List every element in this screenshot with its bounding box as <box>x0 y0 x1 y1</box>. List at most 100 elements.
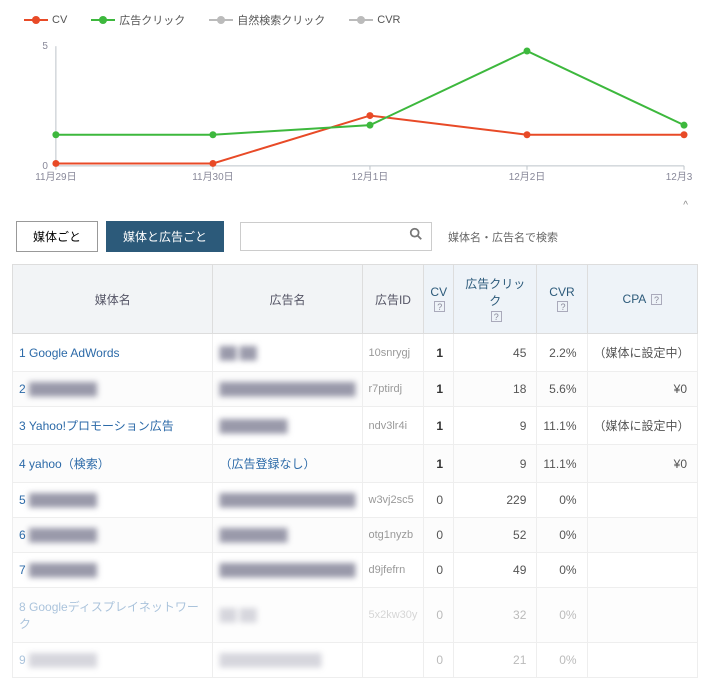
cell-click: 229 <box>454 483 537 518</box>
cell-adid: r7ptirdj <box>362 372 424 407</box>
legend-item[interactable]: 広告クリック <box>91 12 185 28</box>
cell-click: 45 <box>454 334 537 372</box>
col-cpa[interactable]: CPA ? <box>587 265 697 334</box>
search-input[interactable] <box>241 224 401 250</box>
cell-cvr: 0% <box>537 588 587 643</box>
cell-adid: ndv3lr4i <box>362 407 424 445</box>
cell-click: 49 <box>454 553 537 588</box>
tab-by-media[interactable]: 媒体ごと <box>16 221 98 252</box>
collapse-caret[interactable]: ^ <box>12 198 698 213</box>
cell-adid: 10snrygj <box>362 334 424 372</box>
cell-cpa <box>587 553 697 588</box>
cell-cvr: 2.2% <box>537 334 587 372</box>
cell-ad[interactable]: ████████████ <box>213 643 362 678</box>
cell-cpa <box>587 588 697 643</box>
controls-bar: 媒体ごと 媒体と広告ごと 媒体名・広告名で検索 <box>12 213 698 264</box>
line-chart: 0511月29日11月30日12月1日12月2日12月3日 <box>16 36 694 186</box>
cell-media[interactable]: 6 ████████ <box>13 518 213 553</box>
cell-click: 21 <box>454 643 537 678</box>
help-icon[interactable]: ? <box>434 301 445 312</box>
cell-cvr: 0% <box>537 643 587 678</box>
cell-cv: 1 <box>424 407 454 445</box>
cell-media[interactable]: 8 Googleディスプレイネットワーク <box>13 588 213 643</box>
tab-by-media-and-ad[interactable]: 媒体と広告ごと <box>106 221 224 252</box>
cell-ad[interactable]: ████████ <box>213 518 362 553</box>
help-icon[interactable]: ? <box>651 294 662 305</box>
svg-text:0: 0 <box>42 161 48 172</box>
cell-cvr: 11.1% <box>537 445 587 483</box>
cell-media[interactable]: 9 ████████ <box>13 643 213 678</box>
cell-cpa: ¥0 <box>587 445 697 483</box>
table-row: 7 ████████████████████████d9jfefrn0490% <box>13 553 698 588</box>
cell-cvr: 0% <box>537 553 587 588</box>
table-row: 6 ████████████████otg1nyzb0520% <box>13 518 698 553</box>
cell-adid: d9jfefrn <box>362 553 424 588</box>
help-icon[interactable]: ? <box>491 311 502 322</box>
cell-ad[interactable]: ████████████████ <box>213 553 362 588</box>
svg-text:12月2日: 12月2日 <box>509 171 546 183</box>
legend: CV 広告クリック 自然検索クリック CVR <box>12 8 698 36</box>
svg-text:12月1日: 12月1日 <box>352 171 389 183</box>
cell-cpa <box>587 518 697 553</box>
col-cv[interactable]: CV? <box>424 265 454 334</box>
results-table: 媒体名 広告名 広告ID CV? 広告クリック? CVR? CPA ? 1 Go… <box>12 264 698 678</box>
cell-media[interactable]: 4 yahoo（検索） <box>13 445 213 483</box>
svg-text:11月29日: 11月29日 <box>35 171 76 183</box>
cell-media[interactable]: 3 Yahoo!プロモーション広告 <box>13 407 213 445</box>
col-cvr[interactable]: CVR? <box>537 265 587 334</box>
svg-text:12月3日: 12月3日 <box>666 171 694 183</box>
cell-ad[interactable]: ████████████████ <box>213 483 362 518</box>
cell-adid: w3vj2sc5 <box>362 483 424 518</box>
cell-adid <box>362 643 424 678</box>
cell-adid <box>362 445 424 483</box>
cell-click: 9 <box>454 407 537 445</box>
table-row: 1 Google AdWords██ ██10snrygj1452.2%（媒体に… <box>13 334 698 372</box>
cell-cv: 0 <box>424 643 454 678</box>
table-row: 9 ████████████████████ 0210% <box>13 643 698 678</box>
cell-media[interactable]: 1 Google AdWords <box>13 334 213 372</box>
cell-cv: 1 <box>424 372 454 407</box>
cell-ad[interactable]: ██ ██ <box>213 588 362 643</box>
cell-cv: 1 <box>424 445 454 483</box>
table-row: 3 Yahoo!プロモーション広告████████ndv3lr4i1911.1%… <box>13 407 698 445</box>
table-row: 4 yahoo（検索）（広告登録なし）1911.1%¥0 <box>13 445 698 483</box>
legend-label: 自然検索クリック <box>237 12 325 28</box>
cell-cpa: ¥0 <box>587 372 697 407</box>
table-row: 2 ████████████████████████r7ptirdj1185.6… <box>13 372 698 407</box>
help-icon[interactable]: ? <box>557 301 568 312</box>
col-media[interactable]: 媒体名 <box>13 265 213 334</box>
cell-media[interactable]: 2 ████████ <box>13 372 213 407</box>
cell-ad[interactable]: ████████████████ <box>213 372 362 407</box>
cell-click: 32 <box>454 588 537 643</box>
cell-cvr: 11.1% <box>537 407 587 445</box>
svg-text:5: 5 <box>42 41 48 52</box>
search-icon[interactable] <box>401 223 431 250</box>
cell-media[interactable]: 5 ████████ <box>13 483 213 518</box>
cell-ad[interactable]: ████████ <box>213 407 362 445</box>
cell-media[interactable]: 7 ████████ <box>13 553 213 588</box>
cell-ad[interactable]: （広告登録なし） <box>213 445 362 483</box>
legend-label: CVR <box>377 14 400 26</box>
legend-item[interactable]: CV <box>24 12 67 28</box>
cell-cvr: 5.6% <box>537 372 587 407</box>
col-adclick[interactable]: 広告クリック? <box>454 265 537 334</box>
cell-cpa: （媒体に設定中） <box>587 334 697 372</box>
legend-item[interactable]: CVR <box>349 12 400 28</box>
table-row: 5 ████████████████████████w3vj2sc502290% <box>13 483 698 518</box>
legend-item[interactable]: 自然検索クリック <box>209 12 325 28</box>
cell-adid: otg1nyzb <box>362 518 424 553</box>
cell-click: 18 <box>454 372 537 407</box>
cell-cv: 0 <box>424 553 454 588</box>
col-adid[interactable]: 広告ID <box>362 265 424 334</box>
table-row: 8 Googleディスプレイネットワーク██ ██5x2kw30y0320% <box>13 588 698 643</box>
legend-label: CV <box>52 14 67 26</box>
cell-cpa <box>587 643 697 678</box>
cell-cv: 1 <box>424 334 454 372</box>
cell-ad[interactable]: ██ ██ <box>213 334 362 372</box>
search-box <box>240 222 432 251</box>
cell-cpa <box>587 483 697 518</box>
search-hint: 媒体名・広告名で検索 <box>448 229 558 245</box>
col-ad[interactable]: 広告名 <box>213 265 362 334</box>
cell-cpa: （媒体に設定中） <box>587 407 697 445</box>
cell-cv: 0 <box>424 483 454 518</box>
